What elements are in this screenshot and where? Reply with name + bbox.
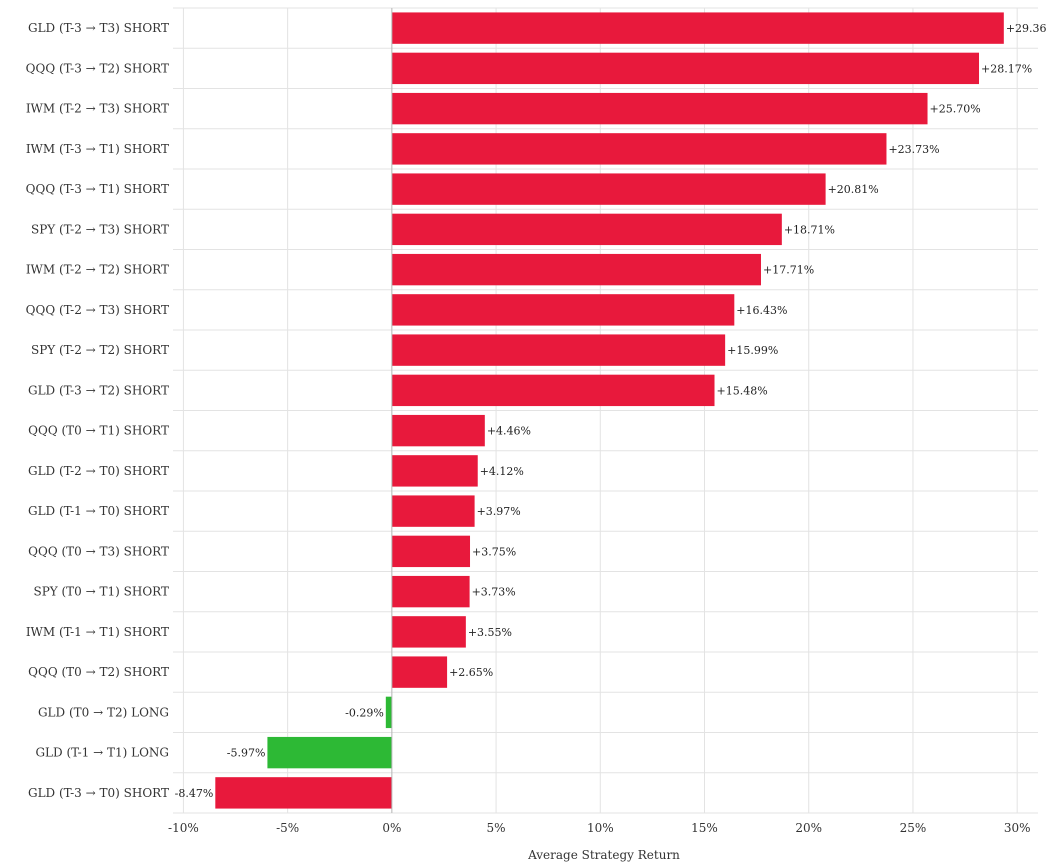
bar[interactable]: [391, 455, 478, 487]
category-label: QQQ (T-3 → T2) SHORT: [26, 61, 169, 75]
bar-value-label: +25.70%: [930, 103, 981, 116]
bar[interactable]: [391, 575, 470, 608]
bar-value-label: +3.75%: [472, 545, 516, 558]
bar-value-label: +2.65%: [449, 666, 493, 679]
bar[interactable]: [391, 495, 475, 527]
bar-value-label: -8.47%: [175, 787, 214, 800]
category-label: GLD (T-2 → T0) SHORT: [28, 464, 169, 478]
x-tick-label: 30%: [1004, 821, 1031, 835]
x-tick-label: 5%: [487, 821, 506, 835]
bar[interactable]: [391, 414, 485, 447]
category-label: QQQ (T0 → T1) SHORT: [28, 424, 169, 438]
bar-value-label: +23.73%: [888, 143, 939, 156]
bar-value-label: +15.99%: [727, 344, 778, 357]
bar-value-label: +29.36: [1006, 22, 1047, 35]
category-label: IWM (T-3 → T1) SHORT: [26, 142, 169, 156]
x-tick-label: 15%: [691, 821, 718, 835]
category-label: SPY (T0 → T1) SHORT: [33, 585, 169, 599]
category-label: GLD (T-3 → T0) SHORT: [28, 786, 169, 800]
bar-value-label: +15.48%: [717, 384, 768, 397]
bar[interactable]: [385, 696, 392, 729]
x-tick-label: 0%: [382, 821, 401, 835]
bar[interactable]: [391, 52, 980, 85]
x-tick-label: -10%: [168, 821, 199, 835]
bar-value-label: +3.97%: [477, 505, 521, 518]
category-label: QQQ (T-2 → T3) SHORT: [26, 303, 169, 317]
bar[interactable]: [391, 616, 466, 648]
bar[interactable]: [391, 253, 761, 286]
bar[interactable]: [391, 374, 715, 407]
bar[interactable]: [391, 294, 735, 326]
bar[interactable]: [391, 173, 826, 205]
bar-value-label: +18.71%: [784, 223, 835, 236]
bar-value-label: +3.55%: [468, 626, 512, 639]
category-label: GLD (T-3 → T3) SHORT: [28, 21, 169, 35]
category-label: GLD (T-1 → T1) LONG: [35, 746, 169, 760]
bar-value-label: +4.46%: [487, 425, 531, 438]
bar[interactable]: [391, 12, 1004, 44]
bar-value-label: +16.43%: [736, 304, 787, 317]
category-label: QQQ (T-3 → T1) SHORT: [26, 182, 169, 196]
value-labels: +29.36 +28.17% +25.70% +23.73% +20.81% +18.71…: [175, 22, 1047, 800]
category-labels: GLD (T-3 → T3) SHORT QQQ (T-3 → T2) SHORT…: [26, 21, 169, 800]
category-label: IWM (T-1 → T1) SHORT: [26, 625, 169, 639]
category-label: IWM (T-2 → T3) SHORT: [26, 102, 169, 116]
bar-value-label: -5.97%: [227, 747, 266, 760]
bar-value-label: +3.73%: [472, 586, 516, 599]
category-label: GLD (T-1 → T0) SHORT: [28, 504, 169, 518]
category-label: GLD (T-3 → T2) SHORT: [28, 383, 169, 397]
category-label: QQQ (T0 → T2) SHORT: [28, 665, 169, 679]
bar[interactable]: [391, 535, 471, 568]
category-label: SPY (T-2 → T2) SHORT: [31, 343, 169, 357]
x-tick-label: 10%: [587, 821, 614, 835]
x-tick-label: 20%: [795, 821, 822, 835]
bar[interactable]: [215, 777, 392, 809]
x-tick-labels: -10% -5% 0% 5% 10% 15% 20% 25% 30%: [168, 821, 1030, 835]
bar-value-label: +17.71%: [763, 264, 814, 277]
x-tick-label: 25%: [900, 821, 927, 835]
category-label: IWM (T-2 → T2) SHORT: [26, 263, 169, 277]
bar[interactable]: [391, 133, 887, 165]
bar-value-label: +4.12%: [480, 465, 524, 478]
category-label: GLD (T0 → T2) LONG: [38, 705, 169, 719]
gridlines: [173, 7, 1038, 814]
bar[interactable]: [391, 213, 782, 246]
bar-value-label: +20.81%: [828, 183, 879, 196]
bar[interactable]: [391, 92, 928, 125]
bar-value-label: +28.17%: [981, 62, 1032, 75]
x-axis-title: Average Strategy Return: [527, 848, 680, 862]
category-label: SPY (T-2 → T3) SHORT: [31, 222, 169, 236]
bar[interactable]: [267, 736, 392, 769]
bars: [215, 12, 1004, 809]
category-label: QQQ (T0 → T3) SHORT: [28, 544, 169, 558]
bar-value-label: -0.29%: [345, 706, 384, 719]
x-tick-label: -5%: [276, 821, 299, 835]
bar[interactable]: [391, 334, 726, 366]
bar[interactable]: [391, 656, 448, 688]
